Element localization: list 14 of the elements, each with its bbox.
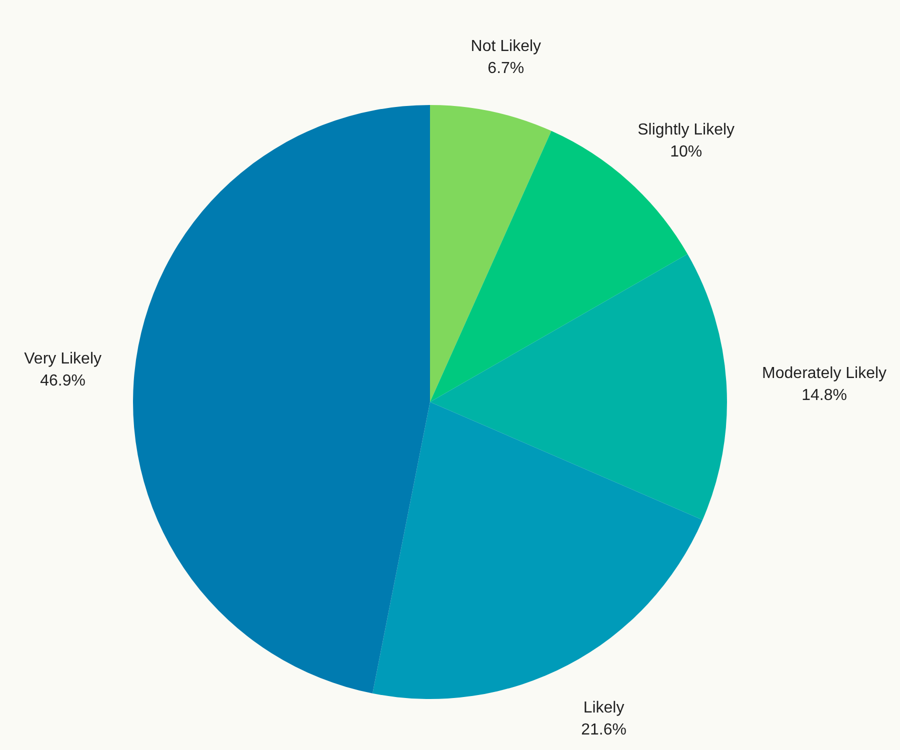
data-label: 10% [670,144,702,161]
data-label: 21.6% [581,721,626,738]
pie-slice [372,402,703,699]
slice-label: Likely [583,699,624,716]
pie-slice [430,254,727,520]
data-label: 46.9% [40,372,86,390]
slice-label: Not Likely [470,38,542,55]
data-label: 6.7% [488,60,524,77]
slice-label: Moderately Likely [762,364,887,382]
slice-label: Very Likely [24,350,102,368]
pie-slice [430,105,552,402]
slice-label: Slightly Likely [638,122,735,139]
data-label: 14.8% [802,386,847,404]
pie-slice [133,105,430,694]
